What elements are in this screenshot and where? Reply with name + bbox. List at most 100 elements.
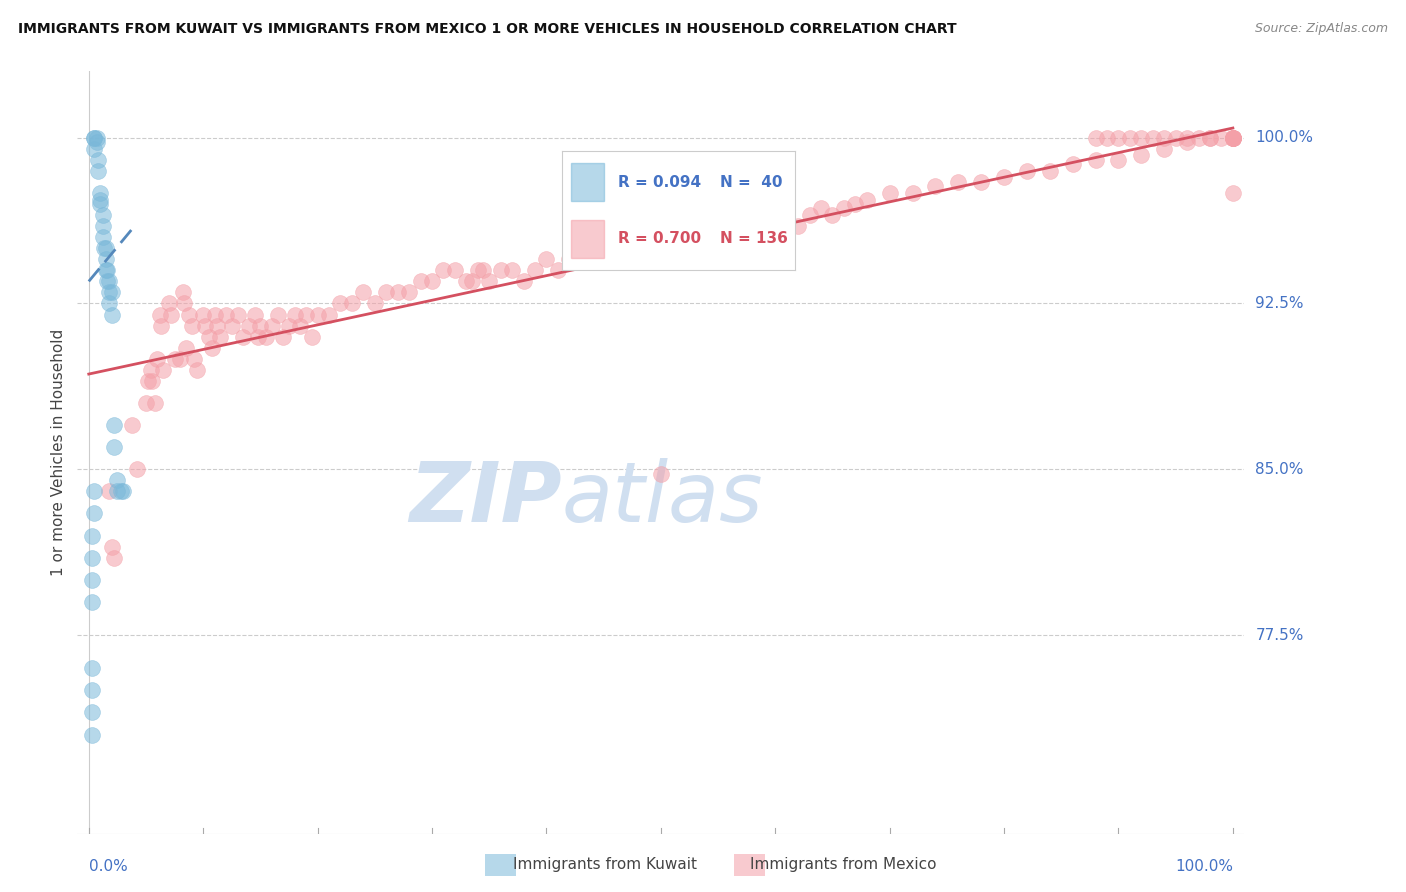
Point <box>215 308 238 322</box>
Point <box>672 230 695 244</box>
Point <box>87 153 110 167</box>
Text: Source: ZipAtlas.com: Source: ZipAtlas.com <box>1254 22 1388 36</box>
Point <box>730 223 752 237</box>
Point <box>98 285 121 300</box>
Point <box>1062 157 1084 171</box>
Point <box>718 230 741 244</box>
Text: ZIP: ZIP <box>409 458 561 539</box>
Point <box>173 296 195 310</box>
Point <box>94 241 117 255</box>
Point <box>478 274 501 288</box>
Point <box>444 263 467 277</box>
Point <box>661 236 683 251</box>
Point <box>523 263 546 277</box>
Point <box>683 241 706 255</box>
Point <box>924 179 946 194</box>
Point <box>139 363 162 377</box>
Point <box>558 252 581 267</box>
Point <box>91 208 114 222</box>
Point <box>82 727 104 741</box>
Point <box>82 528 104 542</box>
Point <box>82 573 104 587</box>
Point <box>83 507 105 521</box>
Point <box>254 329 277 343</box>
Point <box>569 252 592 267</box>
Point <box>86 130 108 145</box>
Point <box>179 308 201 322</box>
Point <box>420 274 443 288</box>
Point <box>135 396 157 410</box>
Point <box>855 193 877 207</box>
Text: 92.5%: 92.5% <box>1256 296 1303 311</box>
Point <box>96 274 118 288</box>
Point <box>352 285 374 300</box>
Point <box>536 252 558 267</box>
Point <box>100 540 122 554</box>
Point <box>82 550 104 565</box>
Point <box>271 329 294 343</box>
Point <box>472 263 495 277</box>
Point <box>163 351 186 366</box>
Point <box>83 130 105 145</box>
Point <box>198 329 221 343</box>
Point <box>432 263 454 277</box>
Point <box>1119 130 1142 145</box>
Point <box>787 219 810 233</box>
Point <box>86 135 108 149</box>
Point <box>103 418 125 433</box>
Point <box>409 274 432 288</box>
Point <box>194 318 217 333</box>
Point <box>247 329 270 343</box>
Point <box>100 285 122 300</box>
Text: 100.0%: 100.0% <box>1256 130 1313 145</box>
Point <box>94 252 117 267</box>
Point <box>157 296 180 310</box>
Point <box>105 484 128 499</box>
Y-axis label: 1 or more Vehicles in Household: 1 or more Vehicles in Household <box>51 329 66 576</box>
Point <box>1222 130 1244 145</box>
Point <box>87 164 110 178</box>
Point <box>89 193 111 207</box>
Text: Immigrants from Kuwait: Immigrants from Kuwait <box>513 857 696 872</box>
Point <box>295 308 318 322</box>
Point <box>1175 135 1198 149</box>
Point <box>707 230 730 244</box>
Text: IMMIGRANTS FROM KUWAIT VS IMMIGRANTS FROM MEXICO 1 OR MORE VEHICLES IN HOUSEHOLD: IMMIGRANTS FROM KUWAIT VS IMMIGRANTS FRO… <box>18 22 957 37</box>
Text: 0.0%: 0.0% <box>89 859 128 874</box>
Point <box>1175 130 1198 145</box>
Point <box>501 263 523 277</box>
Point <box>100 308 122 322</box>
Point <box>1222 130 1244 145</box>
Point <box>1222 130 1244 145</box>
Point <box>387 285 409 300</box>
Point <box>83 484 105 499</box>
Point <box>112 484 135 499</box>
Point <box>307 308 329 322</box>
Point <box>375 285 398 300</box>
Point <box>278 318 301 333</box>
Point <box>89 186 111 200</box>
Point <box>844 197 866 211</box>
Point <box>290 318 312 333</box>
Point <box>329 296 352 310</box>
Point <box>180 318 202 333</box>
Point <box>149 308 172 322</box>
Point <box>91 230 114 244</box>
Point <box>266 308 288 322</box>
Point <box>993 170 1015 185</box>
Point <box>1142 130 1164 145</box>
Point <box>398 285 420 300</box>
Point <box>1107 153 1129 167</box>
Point <box>832 202 855 216</box>
Point <box>1015 164 1038 178</box>
Point <box>98 274 121 288</box>
Point <box>201 341 224 355</box>
Point <box>103 440 125 454</box>
Point <box>82 595 104 609</box>
Point <box>340 296 363 310</box>
Point <box>174 341 197 355</box>
Point <box>238 318 260 333</box>
Point <box>172 285 194 300</box>
Point <box>1153 130 1175 145</box>
Point <box>93 241 115 255</box>
